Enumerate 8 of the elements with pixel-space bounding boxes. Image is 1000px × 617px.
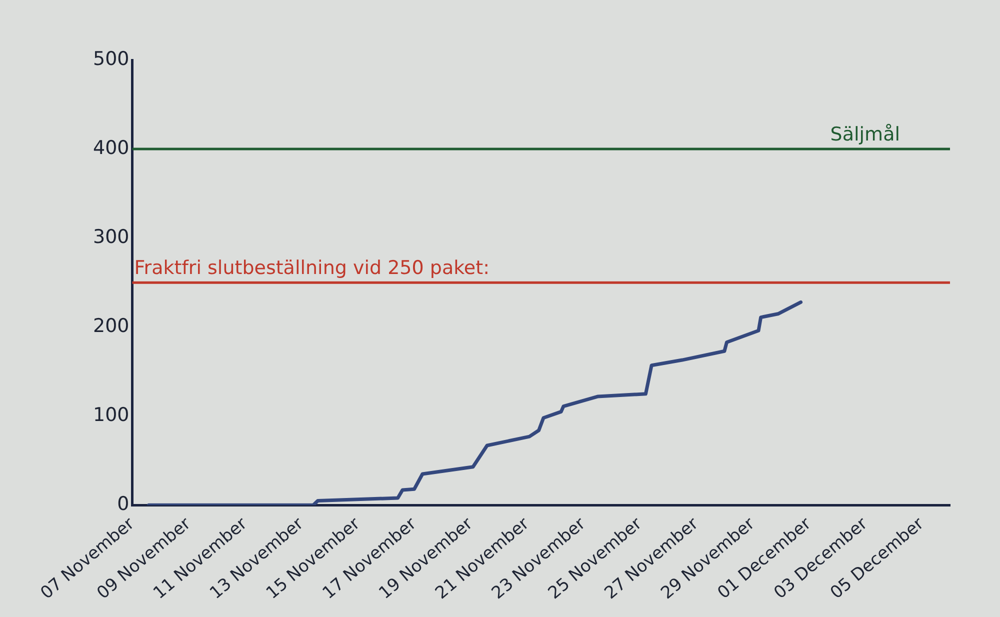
y-tick-label: 300 [93,226,130,248]
y-tick-label: 100 [93,404,130,426]
y-tick-label: 0 [117,493,130,516]
ref-line-label: Fraktfri slutbeställning vid 250 paket: [134,257,490,280]
ref-line-label: Säljmål [830,123,900,146]
y-tick-label: 500 [93,48,130,70]
y-tick-label: 200 [93,315,130,338]
y-tick-label: 400 [93,136,130,159]
